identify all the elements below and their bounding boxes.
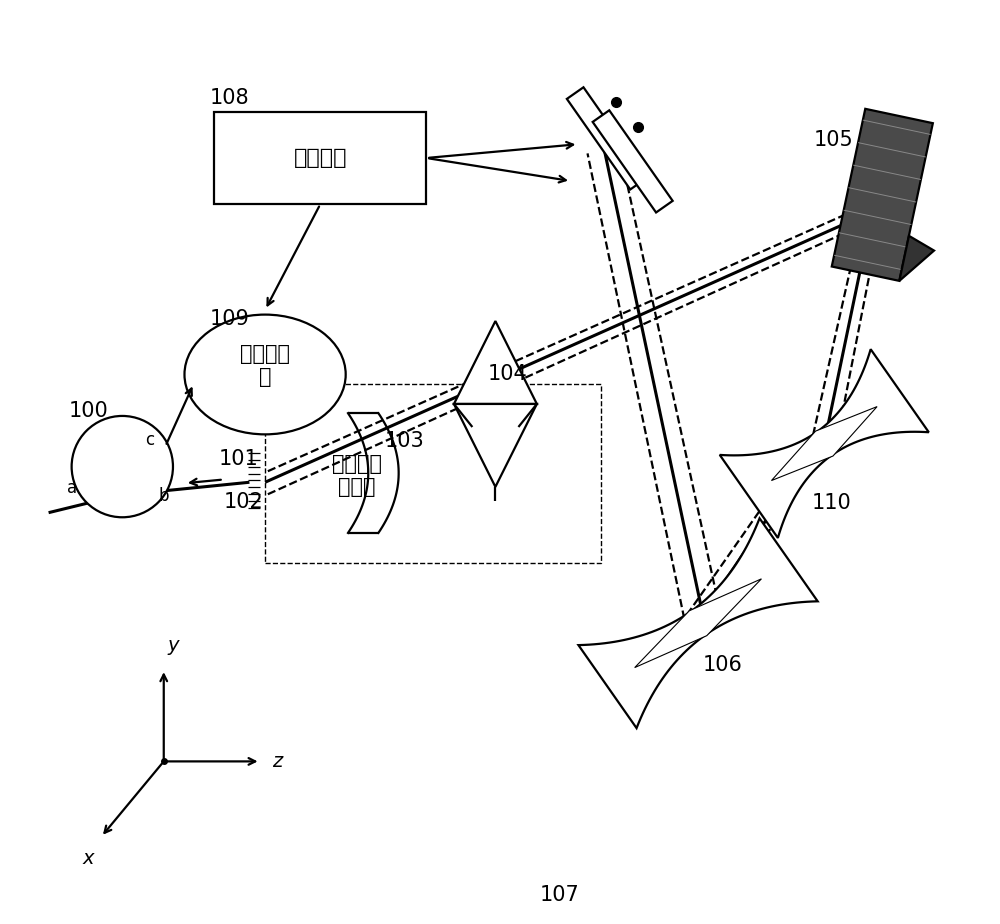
Text: y: y [167,637,179,655]
Polygon shape [771,407,877,480]
Text: 光信号扩
束单元: 光信号扩 束单元 [332,455,382,497]
Text: 100: 100 [69,401,109,421]
Text: 光探测单
元: 光探测单 元 [240,344,290,387]
Text: 108: 108 [210,88,249,108]
Polygon shape [454,321,537,404]
Polygon shape [635,578,761,668]
Text: c: c [145,431,154,449]
Text: 109: 109 [210,310,250,329]
Bar [214,112,426,204]
Text: x: x [82,849,94,868]
Polygon shape [593,110,673,213]
Text: 107: 107 [540,885,580,905]
Polygon shape [720,349,929,538]
Text: 控制单元: 控制单元 [294,148,347,168]
Polygon shape [578,518,818,728]
Text: 110: 110 [811,493,851,514]
Text: 102: 102 [224,492,264,512]
Bar [265,383,601,564]
Text: 103: 103 [385,431,425,451]
Text: b: b [159,487,169,505]
Text: a: a [67,479,77,497]
Text: 106: 106 [703,655,743,675]
Ellipse shape [184,314,346,434]
Polygon shape [832,109,933,281]
Text: 105: 105 [814,129,853,150]
Text: z: z [272,752,283,771]
Circle shape [72,416,173,517]
Text: 101: 101 [219,449,259,469]
Polygon shape [567,87,647,189]
Polygon shape [899,236,934,281]
Polygon shape [454,404,537,487]
Text: 104: 104 [488,364,528,384]
